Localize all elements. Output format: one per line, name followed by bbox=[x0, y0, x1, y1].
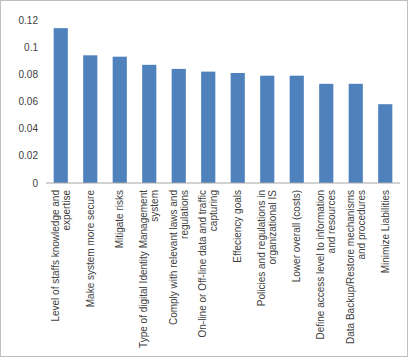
x-tick-label: Policies and regulations inorganizationa… bbox=[256, 190, 278, 307]
y-tick-label: 0.12 bbox=[19, 15, 39, 26]
bar bbox=[378, 104, 392, 183]
bar bbox=[349, 84, 363, 183]
chart: 0 0.02 0.04 0.06 0.08 0.1 0.12 Level of staffs … bbox=[0, 0, 408, 357]
bar bbox=[54, 28, 68, 183]
bar bbox=[172, 69, 186, 183]
x-tick-label: Data Backup/Restore mechanismsand proced… bbox=[345, 190, 367, 344]
x-tick-label: Effeciency goals bbox=[232, 190, 243, 263]
x-axis bbox=[46, 183, 400, 184]
bar bbox=[142, 65, 156, 183]
y-tick-label: 0.02 bbox=[19, 150, 39, 161]
bars bbox=[54, 28, 393, 183]
x-tick-label: Mitigate risks bbox=[114, 190, 125, 248]
bar bbox=[113, 57, 127, 183]
bar bbox=[319, 84, 333, 183]
y-tick-label: 0.1 bbox=[24, 42, 38, 53]
y-tick-label: 0 bbox=[32, 178, 38, 189]
bar bbox=[260, 76, 274, 183]
x-tick-label: Level of staffs knowledge andexpertise bbox=[50, 190, 72, 322]
x-tick-label: Minimize Liabilities bbox=[380, 190, 391, 273]
x-tick-label: Make system more secure bbox=[85, 190, 96, 308]
y-tick-label: 0.04 bbox=[19, 123, 39, 134]
x-tick-label: On-line or Off-line data and trafficcapt… bbox=[197, 190, 219, 338]
y-tick-label: 0.08 bbox=[19, 69, 39, 80]
x-tick-label: Define access level to informationand re… bbox=[315, 190, 337, 340]
bar bbox=[231, 73, 245, 183]
x-tick-label: Type of digital Identity Managementsyste… bbox=[138, 190, 160, 348]
bar bbox=[290, 76, 304, 183]
bar bbox=[83, 55, 97, 183]
y-tick-label: 0.06 bbox=[19, 96, 39, 107]
x-tick-label: Comply with relevant laws andregulations bbox=[168, 190, 190, 325]
x-tick-label: Lower overall (costs) bbox=[291, 190, 302, 282]
bar bbox=[201, 72, 215, 183]
frame bbox=[1, 1, 408, 357]
